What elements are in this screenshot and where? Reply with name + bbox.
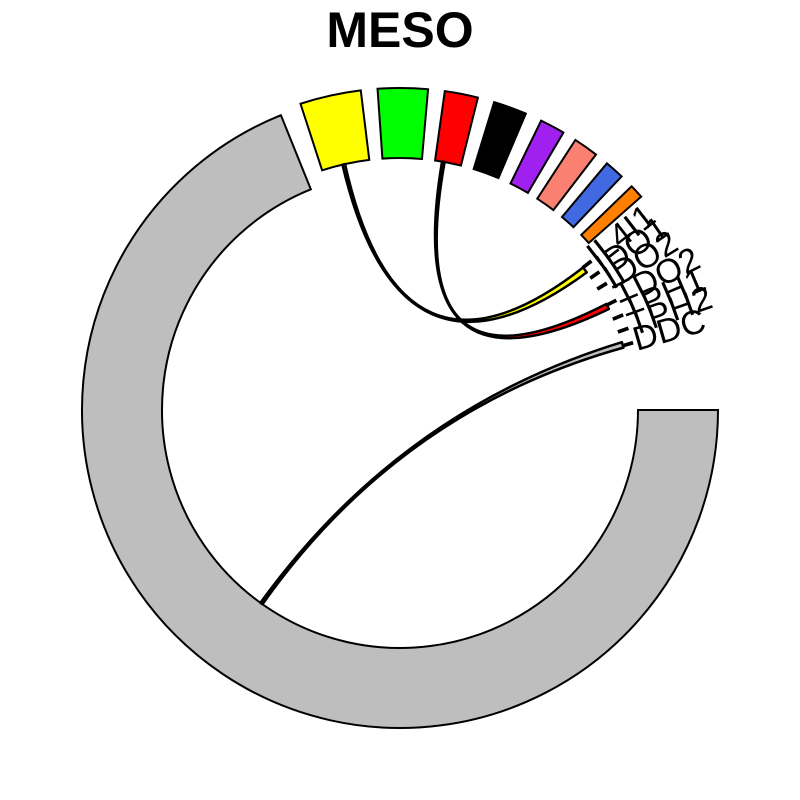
sector-purple [509, 119, 565, 195]
sector-red [433, 90, 480, 167]
diagram-title: MESO [326, 2, 474, 58]
sector-salmon [535, 138, 598, 212]
sector-orange [579, 184, 643, 245]
sector-blue [560, 161, 624, 229]
sector-ido2 [596, 281, 608, 291]
sector-tph2 [617, 326, 630, 334]
sector-gray-main [81, 113, 720, 729]
sector-yellow [299, 89, 371, 172]
sector-green [376, 87, 430, 161]
link-gray-main-ddc [259, 340, 625, 606]
sector-black [472, 100, 528, 180]
link-red-tdo2 [433, 160, 611, 340]
sector-tph1 [612, 313, 624, 321]
sector-ido1 [589, 270, 601, 280]
link-yellow-il4i1 [341, 162, 588, 323]
